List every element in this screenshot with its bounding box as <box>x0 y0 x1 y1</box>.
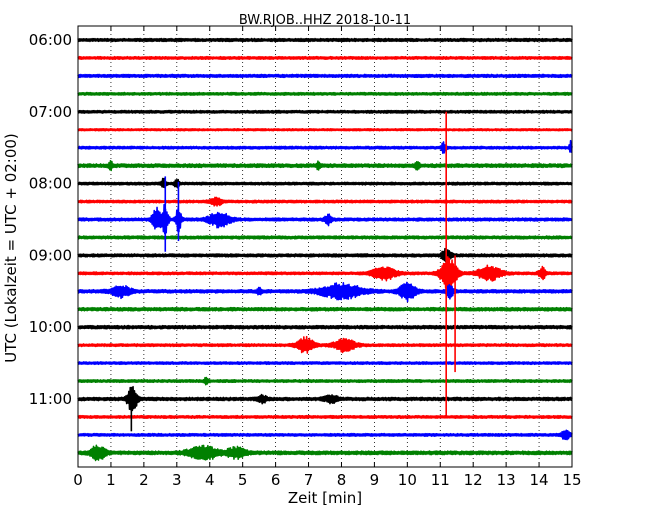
trace-0815 <box>77 196 573 207</box>
x-tick-label: 7 <box>304 471 314 489</box>
trace-1145 <box>77 444 573 462</box>
trace-0900 <box>77 247 573 265</box>
y-tick-label: 06:00 <box>29 31 72 49</box>
x-tick-label: 11 <box>431 471 450 489</box>
x-axis: 0 1 2 3 4 5 6 7 8 9 10 11 12 13 14 15 <box>73 26 582 489</box>
y-tick-label: 11:00 <box>29 390 72 408</box>
y-tick-label: 09:00 <box>29 246 72 264</box>
x-tick-label: 14 <box>530 471 549 489</box>
x-tick-label: 2 <box>139 471 149 489</box>
x-tick-label: 6 <box>271 471 281 489</box>
trace-0800 <box>77 177 573 189</box>
trace-0715 <box>77 127 573 132</box>
trace-1130 <box>77 429 573 441</box>
x-tick-label: 3 <box>172 471 182 489</box>
grid-lines <box>110 26 540 467</box>
trace-1015 <box>77 335 573 354</box>
x-tick-label: 10 <box>398 471 417 489</box>
x-tick-label: 8 <box>337 471 347 489</box>
trace-0745 <box>77 160 573 172</box>
x-tick-label: 12 <box>464 471 483 489</box>
trace-1030 <box>77 361 573 366</box>
x-tick-label: 5 <box>238 471 248 489</box>
x-tick-label: 0 <box>73 471 83 489</box>
trace-0600 <box>77 37 573 43</box>
x-tick-label: 1 <box>106 471 116 489</box>
x-tick-label: 4 <box>205 471 215 489</box>
y-tick-label: 08:00 <box>29 175 72 193</box>
trace-0845 <box>77 235 573 240</box>
trace-0615 <box>77 55 573 61</box>
x-tick-label: 15 <box>562 471 581 489</box>
trace-1115 <box>77 414 573 420</box>
trace-0630 <box>77 73 573 79</box>
plot-frame <box>77 25 573 468</box>
trace-0730 <box>77 139 573 154</box>
x-axis-title: Zeit [min] <box>288 489 362 507</box>
traces <box>77 37 573 462</box>
trace-0915 <box>77 256 573 291</box>
x-tick-label: 9 <box>370 471 380 489</box>
y-tick-label: 07:00 <box>29 103 72 121</box>
plot-title: BW.RJOB..HHZ 2018-10-11 <box>239 13 411 28</box>
trace-0830 <box>77 203 573 235</box>
trace-1045 <box>77 376 573 386</box>
x-tick-label: 13 <box>497 471 516 489</box>
event-spikes <box>130 111 456 432</box>
trace-0700 <box>77 109 573 114</box>
trace-0930 <box>77 281 573 303</box>
y-axis: 06:00 07:00 08:00 09:00 10:00 11:00 <box>29 31 572 408</box>
trace-0645 <box>77 91 573 96</box>
y-axis-title: UTC (Lokalzeit = UTC + 02:00) <box>2 133 20 363</box>
y-tick-label: 10:00 <box>29 318 72 336</box>
trace-1000 <box>77 324 573 330</box>
trace-0945 <box>77 306 573 312</box>
trace-1100 <box>77 385 573 412</box>
